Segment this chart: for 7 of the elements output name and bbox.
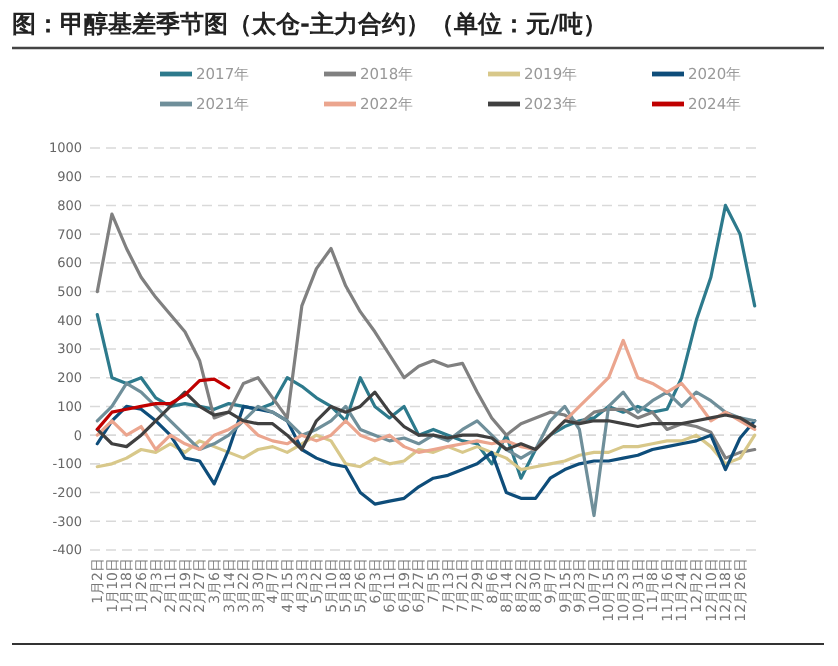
line-series xyxy=(95,381,757,518)
line-series xyxy=(95,377,231,431)
line-series xyxy=(95,433,757,472)
line-series xyxy=(95,338,757,454)
line-series xyxy=(95,404,757,506)
line-series xyxy=(95,390,757,452)
chart-title: 图：甲醇基差季节图（太仓-主力合约）（单位：元/吨） xyxy=(12,10,607,38)
